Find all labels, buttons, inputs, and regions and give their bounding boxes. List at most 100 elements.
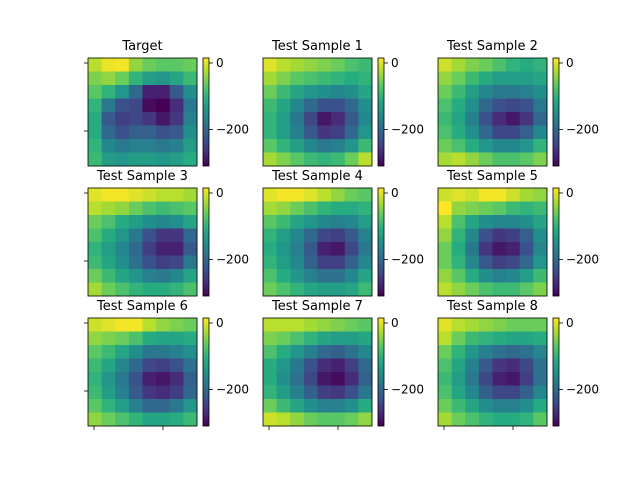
heatmap-cell xyxy=(183,282,198,297)
heatmap-cell xyxy=(478,372,493,386)
heatmap-cell xyxy=(438,269,453,283)
colorbar-tick-label: 0 xyxy=(566,56,574,70)
heatmap-cell xyxy=(276,372,291,386)
heatmap-cell xyxy=(88,345,103,359)
heatmap-cell xyxy=(533,139,548,153)
heatmap-cell xyxy=(465,331,480,346)
heatmap-cell xyxy=(142,372,157,386)
heatmap-cell xyxy=(344,318,359,332)
heatmap-cell xyxy=(128,385,143,400)
heatmap-cell xyxy=(492,228,507,243)
heatmap-cell xyxy=(169,125,184,140)
heatmap-cell xyxy=(128,282,143,297)
panel-title: Test Sample 1 xyxy=(271,39,363,54)
heatmap-cell xyxy=(169,372,184,386)
heatmap-cell xyxy=(183,372,198,386)
heatmap-cell xyxy=(263,412,278,427)
heatmap-cell xyxy=(303,152,318,167)
plot-frame xyxy=(437,317,548,427)
heatmap-cell xyxy=(263,399,278,413)
heatmap-cell xyxy=(303,188,318,202)
heatmap-cell xyxy=(438,358,453,373)
panel-title: Test Sample 3 xyxy=(96,169,188,184)
heatmap-cell xyxy=(101,345,116,359)
heatmap-cell xyxy=(344,98,359,113)
colorbar xyxy=(552,317,560,427)
heatmap-cell xyxy=(344,269,359,283)
heatmap-cell xyxy=(169,201,184,216)
heatmap-cell xyxy=(303,318,318,332)
heatmap-panel: Test Sample 6 0 −200 xyxy=(84,299,249,430)
heatmap-cell xyxy=(331,58,346,72)
colorbar-tick-label: 0 xyxy=(391,56,399,70)
heatmap-cell xyxy=(331,242,346,256)
heatmap-cell xyxy=(183,269,198,283)
heatmap-cell xyxy=(88,318,103,332)
heatmap-cell xyxy=(506,112,521,126)
heatmap-cell xyxy=(101,255,116,270)
heatmap-cell xyxy=(506,242,521,256)
heatmap-cell xyxy=(290,112,305,126)
heatmap-cell xyxy=(128,331,143,346)
heatmap-cell xyxy=(142,385,157,400)
heatmap-cell xyxy=(115,372,130,386)
heatmap-cell xyxy=(331,385,346,400)
heatmap-cell xyxy=(358,372,373,386)
colorbar-tick-label: −200 xyxy=(216,252,249,266)
heatmap-cell xyxy=(156,71,171,86)
heatmap-cell xyxy=(438,98,453,113)
heatmap-cell xyxy=(115,345,130,359)
heatmap-cell xyxy=(438,112,453,126)
heatmap-cell xyxy=(506,412,521,427)
heatmap-cell xyxy=(344,399,359,413)
heatmap-cell xyxy=(290,125,305,140)
heatmap-cell xyxy=(478,269,493,283)
heatmap-cell xyxy=(290,282,305,297)
heatmap-cell xyxy=(331,215,346,229)
heatmap-cell xyxy=(263,125,278,140)
heatmap-cell xyxy=(331,139,346,153)
heatmap-cell xyxy=(438,345,453,359)
heatmap-cell xyxy=(169,331,184,346)
heatmap-cell xyxy=(344,201,359,216)
heatmap-cell xyxy=(169,215,184,229)
heatmap-cell xyxy=(183,385,198,400)
heatmap-cell xyxy=(276,269,291,283)
colorbar xyxy=(202,317,210,427)
heatmap-cell xyxy=(492,412,507,427)
heatmap-cell xyxy=(451,372,466,386)
heatmap-cell xyxy=(344,282,359,297)
heatmap-cell xyxy=(438,85,453,99)
heatmap-cell xyxy=(492,269,507,283)
heatmap-cell xyxy=(438,58,453,72)
heatmap-cell xyxy=(331,318,346,332)
heatmap-cell xyxy=(156,399,171,413)
heatmap-cell xyxy=(183,242,198,256)
heatmap-cell xyxy=(451,139,466,153)
heatmap-cell xyxy=(451,358,466,373)
colorbar-tick-label: 0 xyxy=(216,186,224,200)
heatmap-cell xyxy=(358,318,373,332)
heatmap-cell xyxy=(88,228,103,243)
heatmap-cell xyxy=(263,139,278,153)
heatmap-cell xyxy=(169,98,184,113)
heatmap-cell xyxy=(156,125,171,140)
heatmap-cell xyxy=(156,385,171,400)
heatmap-cell xyxy=(88,139,103,153)
heatmap-cell xyxy=(88,152,103,167)
heatmap-cell xyxy=(101,269,116,283)
heatmap-cell xyxy=(506,358,521,373)
heatmap-cell xyxy=(344,331,359,346)
heatmap-cell xyxy=(290,215,305,229)
heatmap-cell xyxy=(331,85,346,99)
heatmap-cell xyxy=(438,242,453,256)
heatmap-cell xyxy=(101,98,116,113)
heatmap-cell xyxy=(465,385,480,400)
heatmap-cell xyxy=(303,345,318,359)
heatmap-cell xyxy=(344,125,359,140)
heatmap-cell xyxy=(276,215,291,229)
heatmap-cell xyxy=(101,125,116,140)
heatmap-cell xyxy=(156,201,171,216)
heatmap-cell xyxy=(344,215,359,229)
heatmap-cell xyxy=(317,331,332,346)
